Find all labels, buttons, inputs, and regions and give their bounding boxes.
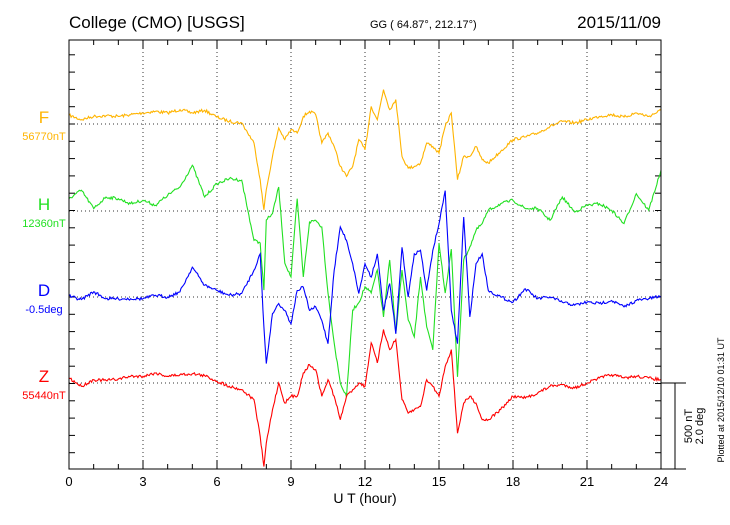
series-baseline-d: -0.5deg (25, 304, 62, 316)
grid (69, 40, 661, 469)
axis-ticks (68, 40, 662, 469)
station-coordinates: GG ( 64.87°, 212.17°) (370, 19, 477, 31)
x-tick-label: 9 (287, 474, 294, 489)
x-tick-label: 21 (580, 474, 594, 489)
chart-date: 2015/11/09 (577, 13, 661, 32)
series-line-z (69, 329, 661, 467)
series-baseline-f: 56770nT (22, 131, 66, 143)
traces (69, 89, 661, 467)
series-line-h (69, 164, 661, 398)
series-line-d (69, 190, 661, 364)
series-name-f: F (39, 108, 49, 127)
x-tick-label: 3 (139, 474, 146, 489)
series-name-z: Z (39, 367, 49, 386)
scale-bar-deg: 2.0 deg (694, 408, 706, 445)
plot-frame (68, 39, 662, 470)
x-tick-label: 6 (213, 474, 220, 489)
chart-title: College (CMO) [USGS] (69, 13, 245, 32)
series-baseline-h: 12360nT (22, 218, 66, 230)
x-tick-label: 0 (65, 474, 72, 489)
x-tick-label: 24 (654, 474, 668, 489)
x-tick-labels: 0 3 6 9 12 15 18 21 24 (65, 474, 668, 489)
plotted-note: Plotted at 2015/12/10 01:31 UT (716, 337, 726, 463)
scale-bar-nt: 500 nT (683, 409, 695, 444)
series-labels: F 56770nT H 12360nT D -0.5deg Z 55440nT (22, 108, 66, 402)
x-tick-label: 12 (358, 474, 372, 489)
series-line-f (69, 89, 661, 210)
series-baseline-z: 55440nT (22, 390, 66, 402)
scale-bar: 500 nT 2.0 deg (661, 382, 706, 470)
series-name-h: H (38, 195, 50, 214)
x-axis-label: U T (hour) (333, 490, 396, 506)
series-name-d: D (38, 281, 50, 300)
x-tick-label: 15 (432, 474, 446, 489)
x-tick-label: 18 (506, 474, 520, 489)
